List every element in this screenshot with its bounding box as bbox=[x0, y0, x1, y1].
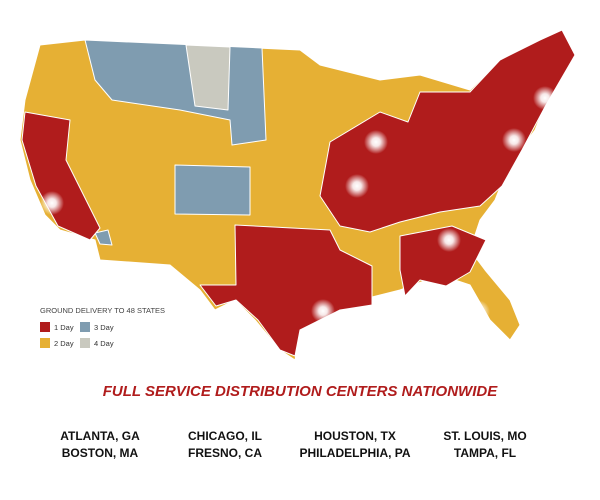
city-glow bbox=[533, 86, 557, 110]
legend: GROUND DELIVERY TO 48 STATES 1 Day 3 Day 2… bbox=[40, 306, 165, 348]
legend-label: 2 Day bbox=[54, 339, 74, 348]
legend-title: GROUND DELIVERY TO 48 STATES bbox=[40, 306, 165, 315]
city-name: PHILADELPHIA, PA bbox=[299, 446, 410, 460]
us-map bbox=[19, 29, 576, 361]
city-glow bbox=[345, 174, 369, 198]
region-1day-south bbox=[199, 224, 373, 357]
region-1day-southeast bbox=[399, 225, 487, 297]
legend-label: 3 Day bbox=[94, 323, 114, 332]
city-glow bbox=[311, 299, 335, 323]
city-name: FRESNO, CA bbox=[188, 446, 262, 460]
legend-swatch bbox=[80, 322, 90, 332]
city-list: ATLANTA, GA BOSTON, MA CHICAGO, IL FRESNO, … bbox=[60, 429, 526, 460]
legend-swatch bbox=[80, 338, 90, 348]
city-name: ST. LOUIS, MO bbox=[443, 429, 526, 443]
city-glow bbox=[466, 300, 490, 324]
legend-swatch bbox=[40, 322, 50, 332]
legend-label: 4 Day bbox=[94, 339, 114, 348]
city-name: HOUSTON, TX bbox=[314, 429, 396, 443]
legend-label: 1 Day bbox=[54, 323, 74, 332]
region-1day-west bbox=[21, 111, 101, 241]
city-name: ATLANTA, GA bbox=[60, 429, 140, 443]
city-glow bbox=[40, 191, 64, 215]
region-1day-east bbox=[319, 29, 576, 233]
city-glow bbox=[364, 130, 388, 154]
city-glow bbox=[437, 228, 461, 252]
city-name: CHICAGO, IL bbox=[188, 429, 262, 443]
region-4day bbox=[185, 44, 231, 111]
city-glows bbox=[40, 86, 557, 324]
legend-swatch bbox=[40, 338, 50, 348]
city-glow bbox=[502, 128, 526, 152]
city-name: BOSTON, MA bbox=[62, 446, 139, 460]
heading: FULL SERVICE DISTRIBUTION CENTERS NATION… bbox=[103, 383, 498, 400]
region-3day-colorado bbox=[174, 164, 251, 216]
city-name: TAMPA, FL bbox=[454, 446, 516, 460]
region-3day-small bbox=[94, 229, 113, 246]
